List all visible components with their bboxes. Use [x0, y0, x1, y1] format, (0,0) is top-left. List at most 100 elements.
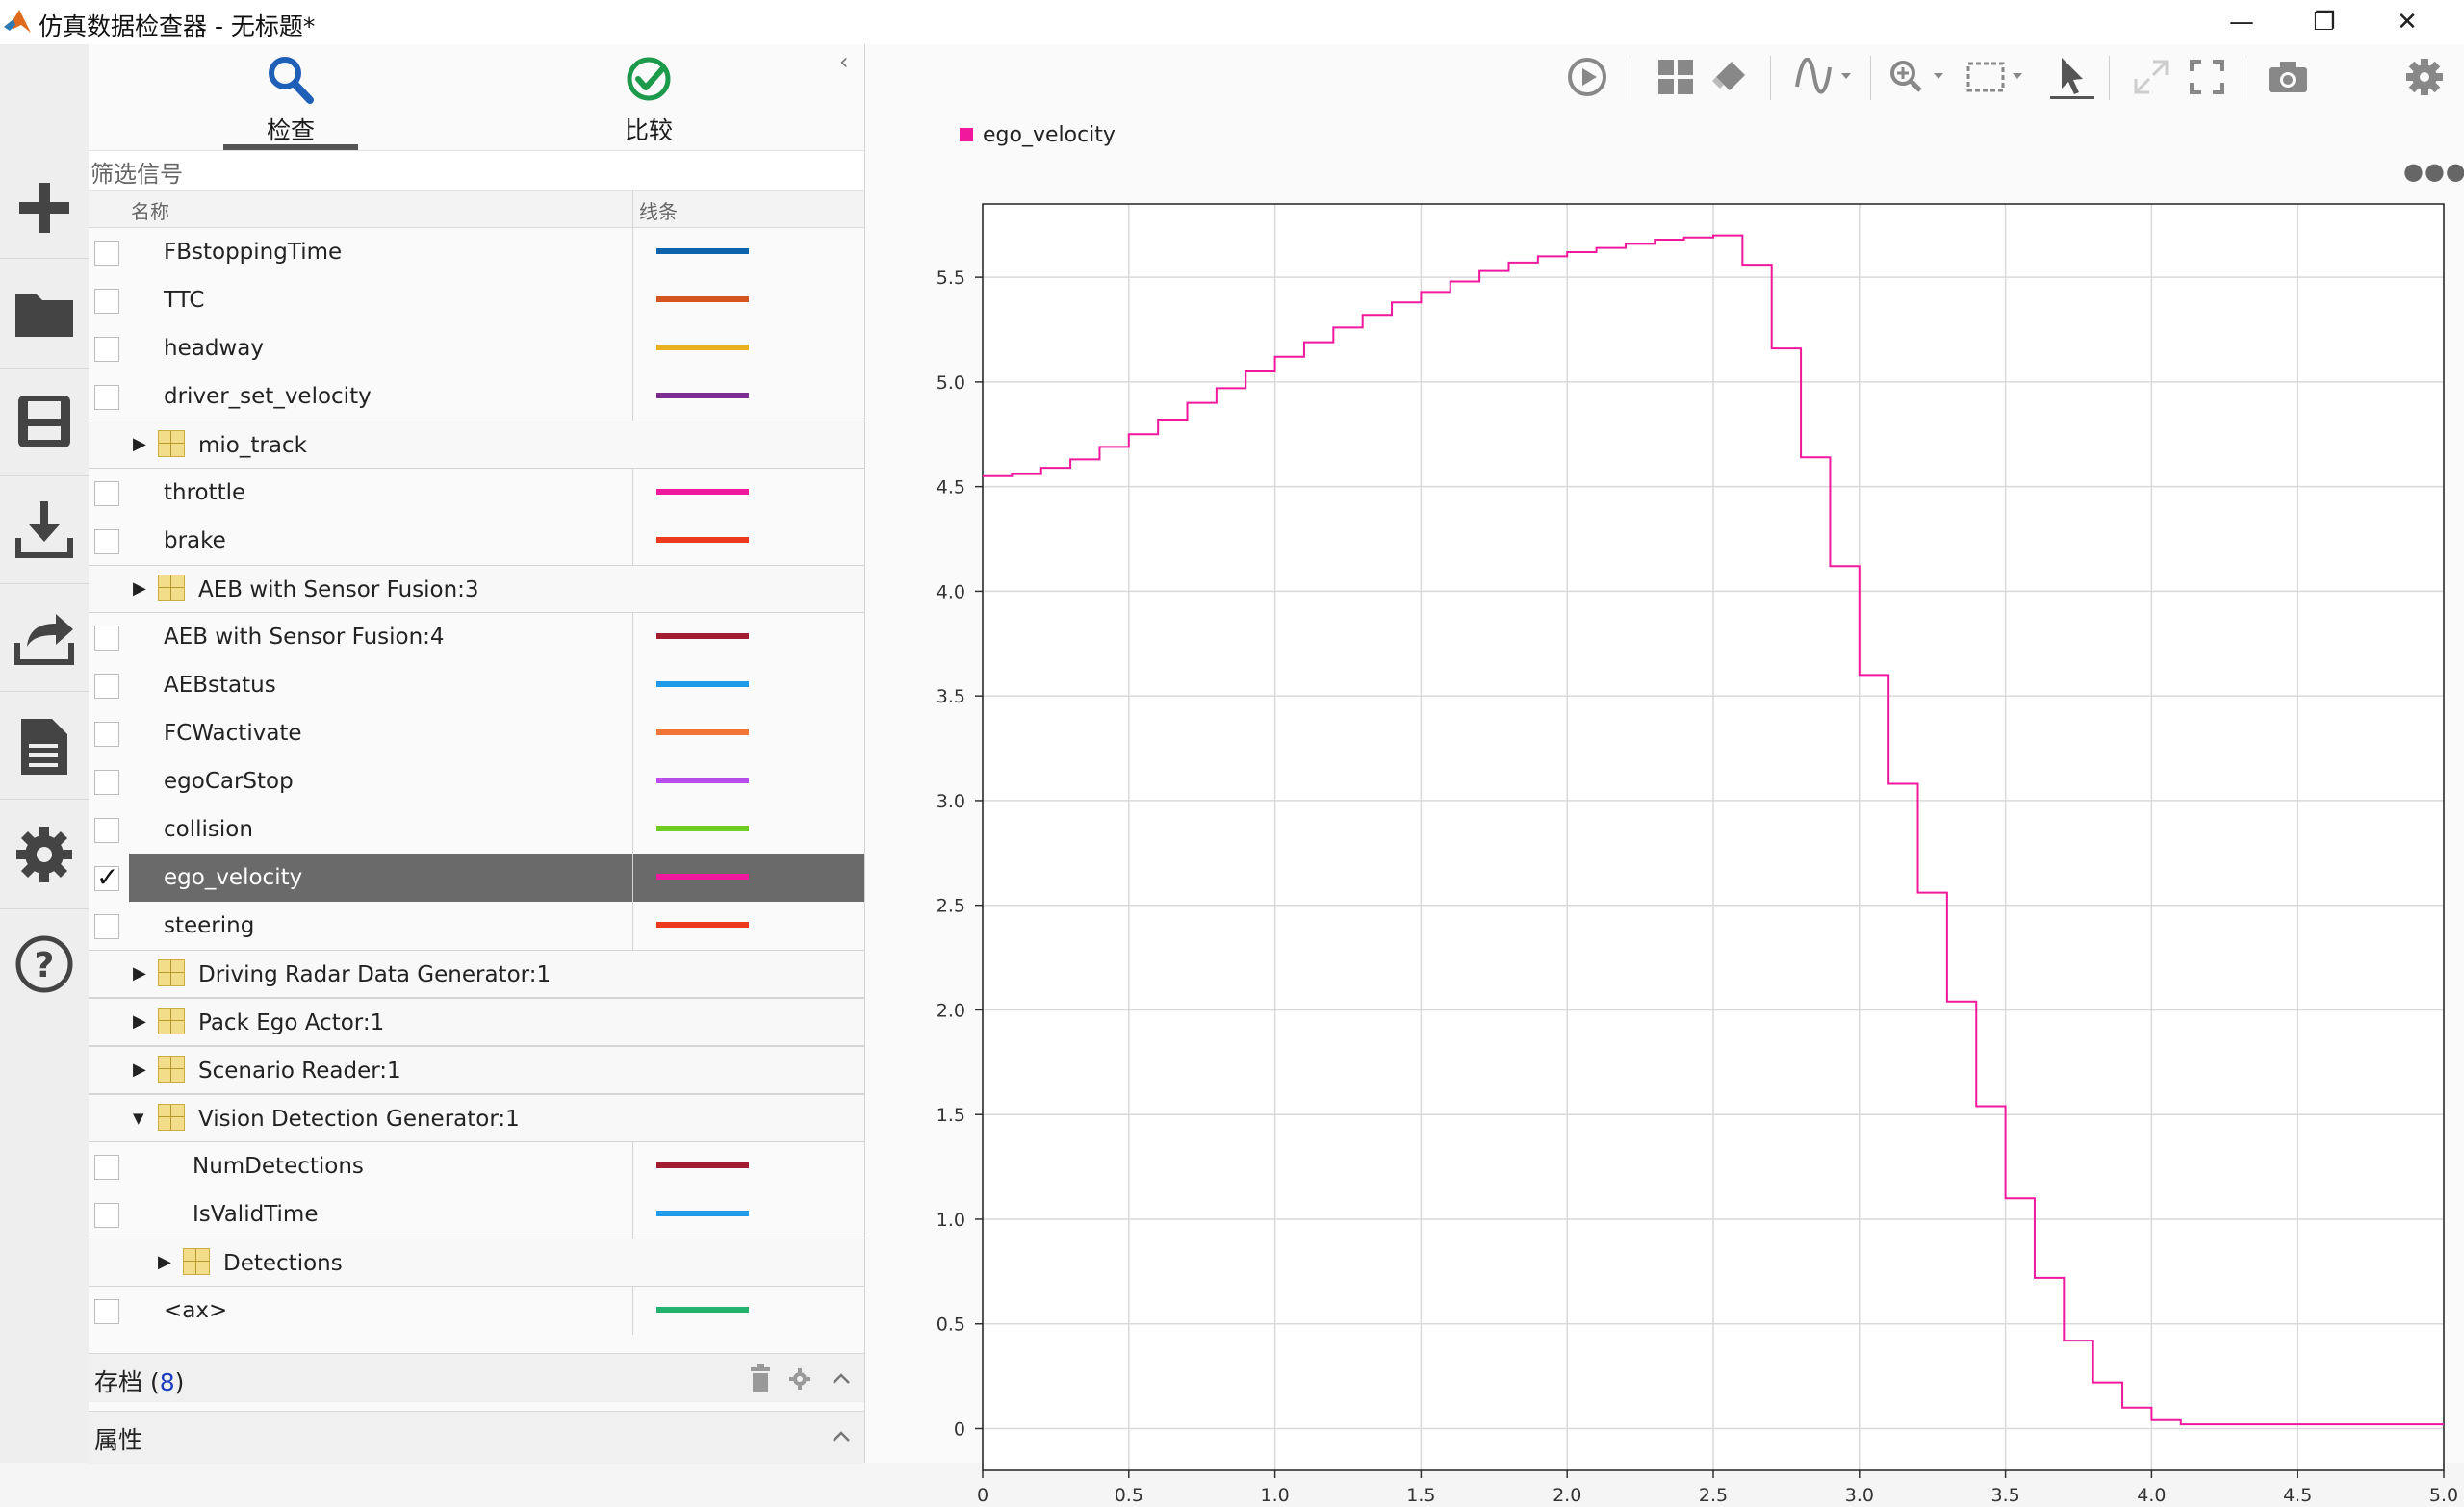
signal-group-row[interactable]: ▼ Vision Detection Generator:1: [89, 1094, 864, 1142]
signal-checkbox[interactable]: [94, 337, 119, 362]
signal-row[interactable]: egoCarStop: [89, 757, 864, 805]
signal-row[interactable]: throttle: [89, 469, 864, 517]
signal-group-row[interactable]: ▶ Scenario Reader:1: [89, 1046, 864, 1094]
signal-row[interactable]: FCWactivate: [89, 709, 864, 757]
tab-inspect[interactable]: 检查: [223, 44, 358, 150]
line-style-cell[interactable]: [632, 902, 865, 950]
line-style-cell[interactable]: [632, 805, 865, 854]
archive-settings-icon[interactable]: [789, 1368, 810, 1390]
y-tick-label: 0: [954, 1418, 965, 1440]
y-tick-label: 0.5: [937, 1315, 965, 1336]
expand-caret-icon[interactable]: ▶: [133, 434, 146, 454]
line-style-cell[interactable]: [632, 276, 865, 324]
line-chart[interactable]: 0 0.5 1.0 1.5 2.0 2.5 3.0 3.5 4.0 4.5 5.0 0 0.5 1.0 1.…: [865, 150, 2464, 1507]
line-style-cell[interactable]: [632, 1142, 865, 1190]
archive-section-header[interactable]: 存档 (8): [89, 1353, 864, 1402]
new-session-button[interactable]: [6, 169, 83, 246]
check-circle-icon: [627, 57, 671, 101]
signal-name: egoCarStop: [164, 769, 294, 794]
line-style-cell[interactable]: [632, 613, 865, 661]
signal-checkbox[interactable]: [94, 241, 119, 266]
signal-row[interactable]: ego_velocity: [89, 854, 864, 902]
signal-checkbox[interactable]: [94, 818, 119, 843]
signal-checkbox[interactable]: [94, 529, 119, 554]
expand-caret-icon[interactable]: ▶: [133, 578, 146, 599]
signal-visualization-button[interactable]: [1791, 54, 1859, 100]
signal-row[interactable]: FBstoppingTime: [89, 228, 864, 276]
collapse-properties-icon[interactable]: [832, 1429, 851, 1443]
minimize-button[interactable]: —: [2200, 0, 2283, 44]
signal-group-row[interactable]: ▶ Pack Ego Actor:1: [89, 998, 864, 1046]
collapse-panel-icon[interactable]: ‹: [839, 48, 849, 75]
signal-checkbox[interactable]: [94, 722, 119, 747]
tab-compare[interactable]: 比较: [581, 44, 716, 150]
help-button[interactable]: ?: [6, 926, 83, 1003]
line-style-cell[interactable]: [632, 1287, 865, 1335]
close-button[interactable]: ✕: [2366, 0, 2449, 44]
signal-row[interactable]: IsValidTime: [89, 1190, 864, 1239]
line-style-cell[interactable]: [632, 324, 865, 372]
trash-icon[interactable]: [749, 1364, 772, 1392]
signal-checkbox[interactable]: [94, 914, 119, 939]
signal-group-row[interactable]: ▶ mio_track: [89, 421, 864, 469]
collapse-archive-icon[interactable]: [832, 1371, 851, 1385]
signal-checkbox[interactable]: [94, 481, 119, 506]
signal-group-row[interactable]: ▶ Detections: [89, 1239, 864, 1287]
fit-to-view-button[interactable]: [1963, 54, 2030, 100]
replay-button[interactable]: [1564, 54, 1610, 100]
expand-caret-icon[interactable]: ▶: [158, 1252, 171, 1272]
signal-row[interactable]: AEBstatus: [89, 661, 864, 709]
properties-section-header[interactable]: 属性: [89, 1411, 864, 1464]
snapshot-button[interactable]: [2265, 54, 2311, 100]
signal-row[interactable]: steering: [89, 902, 864, 950]
line-style-cell[interactable]: [632, 517, 865, 565]
more-options-icon[interactable]: ●●●: [2403, 158, 2464, 185]
line-style-cell[interactable]: [632, 661, 865, 709]
signal-row[interactable]: collision: [89, 805, 864, 854]
signal-row[interactable]: NumDetections: [89, 1142, 864, 1190]
signal-row[interactable]: headway: [89, 324, 864, 372]
signal-checkbox[interactable]: [94, 626, 119, 651]
line-style-cell[interactable]: [632, 854, 865, 902]
line-style-cell[interactable]: [632, 469, 865, 517]
export-button[interactable]: [6, 599, 83, 676]
signal-group-row[interactable]: ▶ Driving Radar Data Generator:1: [89, 950, 864, 998]
signal-checkbox[interactable]: [94, 1155, 119, 1180]
layout-button[interactable]: [1653, 54, 1699, 100]
signal-row[interactable]: brake: [89, 517, 864, 565]
expand-caret-icon[interactable]: ▶: [133, 1011, 146, 1032]
signal-checkbox[interactable]: [94, 289, 119, 314]
signal-group-row[interactable]: ▶ AEB with Sensor Fusion:3: [89, 565, 864, 613]
fullscreen-button[interactable]: [2184, 54, 2230, 100]
settings-rail-button[interactable]: [6, 816, 83, 893]
line-style-cell[interactable]: [632, 1190, 865, 1239]
signal-checkbox[interactable]: [94, 1299, 119, 1324]
signal-checkbox[interactable]: [94, 770, 119, 795]
restore-button[interactable]: ❐: [2283, 0, 2366, 44]
zoom-button[interactable]: [1886, 54, 1953, 100]
line-style-cell[interactable]: [632, 372, 865, 421]
signal-row[interactable]: TTC: [89, 276, 864, 324]
data-cursor-button[interactable]: [2045, 54, 2099, 100]
clear-button[interactable]: [1707, 54, 1753, 100]
expand-caret-icon[interactable]: ▶: [133, 963, 146, 983]
signal-checkbox[interactable]: [94, 385, 119, 410]
filter-signals-input[interactable]: 筛选信号: [89, 150, 864, 191]
signal-checkbox[interactable]: [94, 1203, 119, 1228]
expand-button[interactable]: [2128, 54, 2174, 100]
plot-settings-button[interactable]: [2401, 54, 2448, 100]
expand-caret-icon[interactable]: ▶: [133, 1060, 146, 1080]
line-style-cell[interactable]: [632, 757, 865, 805]
save-button[interactable]: [6, 383, 83, 460]
signal-checkbox[interactable]: [94, 674, 119, 699]
signal-row[interactable]: driver_set_velocity: [89, 372, 864, 421]
import-button[interactable]: [6, 491, 83, 568]
report-button[interactable]: [6, 708, 83, 785]
line-style-cell[interactable]: [632, 228, 865, 276]
signal-row[interactable]: AEB with Sensor Fusion:4: [89, 613, 864, 661]
signal-checkbox[interactable]: [94, 861, 119, 893]
signal-row[interactable]: <ax>: [89, 1287, 864, 1335]
open-button[interactable]: [6, 275, 83, 352]
line-style-cell[interactable]: [632, 709, 865, 757]
collapse-caret-icon[interactable]: ▼: [133, 1110, 144, 1127]
